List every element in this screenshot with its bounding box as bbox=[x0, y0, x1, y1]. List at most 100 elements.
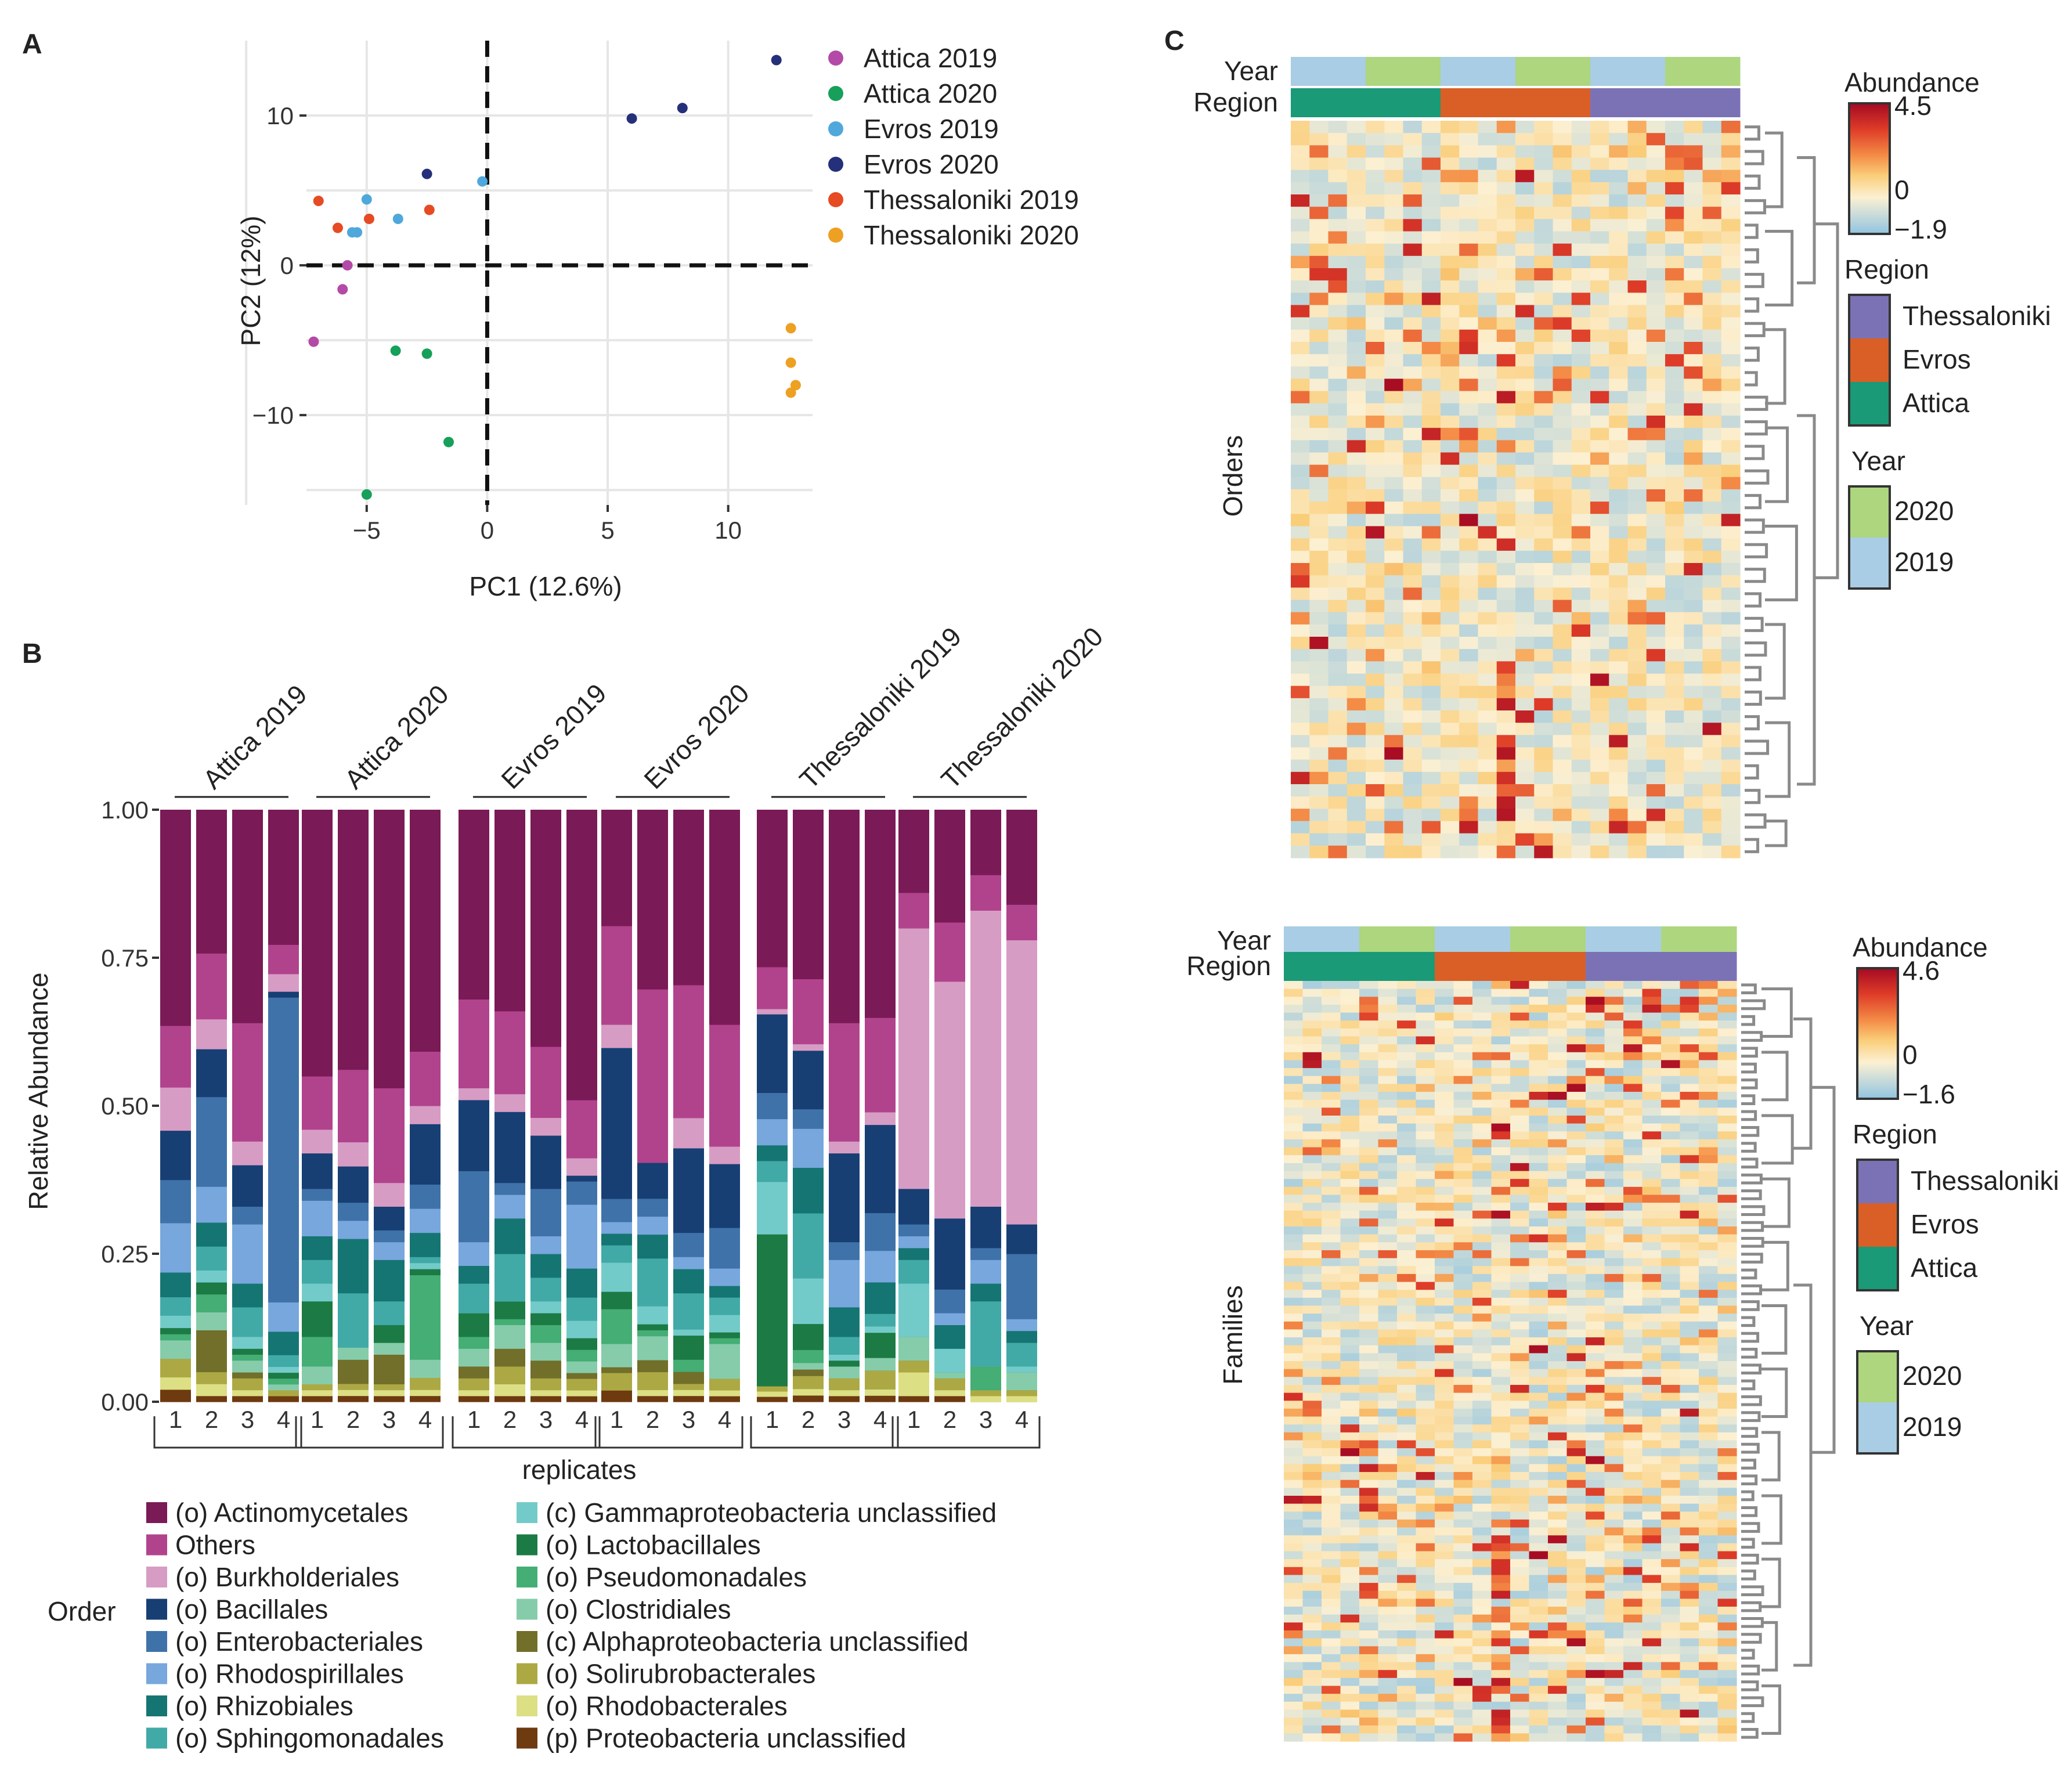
bar-segment bbox=[338, 1390, 369, 1397]
heatmap-cell bbox=[1378, 1709, 1398, 1718]
heatmap-cell bbox=[1510, 1701, 1530, 1711]
heatmap-cell bbox=[1302, 1250, 1322, 1259]
heatmap-cell bbox=[1548, 988, 1568, 997]
bar-segment bbox=[637, 1306, 668, 1325]
heatmap-cell bbox=[1553, 759, 1572, 773]
heatmap-cell bbox=[1397, 1519, 1417, 1528]
heatmap-cell bbox=[1661, 1677, 1681, 1687]
bar-segment bbox=[530, 1390, 561, 1397]
heatmap-cell bbox=[1534, 293, 1554, 306]
year-annotation-cell bbox=[1661, 926, 1737, 955]
heatmap-cell bbox=[1680, 1226, 1699, 1235]
heatmap-cell bbox=[1284, 1290, 1304, 1298]
heatmap-cell bbox=[1699, 1464, 1719, 1473]
region-legend-border bbox=[1848, 294, 1891, 427]
heatmap-cell bbox=[1309, 833, 1329, 846]
heatmap-cell bbox=[1586, 1195, 1605, 1203]
heatmap-cell bbox=[1378, 1282, 1398, 1290]
heatmap-cell bbox=[1328, 550, 1348, 564]
heatmap-cell bbox=[1309, 354, 1329, 367]
heatmap-cell bbox=[1359, 1361, 1379, 1370]
replicate-label: 2 bbox=[205, 1406, 218, 1433]
heatmap-cell bbox=[1491, 1519, 1511, 1528]
heatmap-cell bbox=[1665, 612, 1684, 625]
heatmap-cell bbox=[1642, 1179, 1662, 1188]
heatmap-cell bbox=[1496, 133, 1516, 146]
heatmap-cell bbox=[1397, 1590, 1417, 1599]
heatmap-cell bbox=[1529, 1036, 1548, 1045]
bar-segment bbox=[302, 1384, 333, 1391]
heatmap-cell bbox=[1590, 207, 1609, 219]
heatmap-cell bbox=[1491, 1401, 1511, 1409]
heatmap-cell bbox=[1642, 1242, 1662, 1251]
heatmap-cell bbox=[1309, 255, 1329, 269]
heatmap-cell bbox=[1366, 255, 1385, 269]
heatmap-cell bbox=[1627, 796, 1647, 809]
heatmap-cell bbox=[1478, 354, 1497, 367]
heatmap-cell bbox=[1359, 1297, 1379, 1307]
heatmap-cell bbox=[1453, 1131, 1473, 1140]
heatmap-cell bbox=[1529, 1305, 1548, 1314]
heatmap-cell bbox=[1403, 243, 1423, 257]
heatmap-cell bbox=[1397, 1677, 1417, 1687]
heatmap-cell bbox=[1661, 1638, 1681, 1647]
heatmap-cell bbox=[1359, 1551, 1379, 1560]
heatmap-cell bbox=[1302, 1607, 1322, 1615]
heatmap-cell bbox=[1491, 1076, 1511, 1084]
heatmap-cell bbox=[1384, 624, 1404, 637]
heatmap-cell bbox=[1309, 821, 1329, 834]
heatmap-cell bbox=[1496, 489, 1516, 502]
heatmap-cell bbox=[1609, 685, 1629, 699]
bar-segment bbox=[829, 1336, 860, 1355]
heatmap-cell bbox=[1548, 1567, 1568, 1576]
heatmap-cell bbox=[1403, 735, 1423, 748]
heatmap-cell bbox=[1680, 1218, 1699, 1227]
heatmap-cell bbox=[1680, 1377, 1699, 1385]
heatmap-cell bbox=[1453, 1155, 1473, 1164]
heatmap-cell bbox=[1586, 981, 1605, 990]
heatmap-cell bbox=[1435, 1590, 1454, 1599]
heatmap-cell bbox=[1623, 1725, 1643, 1734]
heatmap-cell bbox=[1680, 1432, 1699, 1441]
heatmap-cell bbox=[1347, 526, 1366, 539]
bar-segment bbox=[530, 1135, 561, 1189]
heatmap-cell bbox=[1586, 1495, 1605, 1504]
year-legend-swatch bbox=[1849, 537, 1890, 589]
region-legend-border bbox=[1856, 1159, 1899, 1291]
heatmap-cell bbox=[1548, 1718, 1568, 1726]
heatmap-cell bbox=[1441, 673, 1460, 687]
heatmap-cell bbox=[1586, 1266, 1605, 1275]
heatmap-cell bbox=[1623, 1559, 1643, 1568]
heatmap-cell bbox=[1548, 1725, 1568, 1734]
heatmap-cell bbox=[1566, 1535, 1586, 1544]
heatmap-cell bbox=[1642, 981, 1662, 990]
heatmap-cell bbox=[1609, 378, 1629, 392]
heatmap-cell bbox=[1665, 366, 1684, 380]
heatmap-cell bbox=[1359, 1195, 1379, 1203]
bar-y-tick-label: 0.75 bbox=[101, 944, 149, 972]
pca-point bbox=[392, 214, 403, 225]
heatmap-cell bbox=[1397, 1408, 1417, 1417]
heatmap-cell bbox=[1586, 1139, 1605, 1148]
heatmap-cell bbox=[1478, 809, 1497, 822]
heatmap-cell bbox=[1515, 489, 1535, 502]
heatmap-cell bbox=[1661, 1424, 1681, 1433]
heatmap-cell bbox=[1604, 1495, 1624, 1504]
heatmap-cell bbox=[1534, 219, 1554, 232]
heatmap-cell bbox=[1435, 1123, 1454, 1132]
heatmap-cell bbox=[1566, 1464, 1586, 1473]
heatmap-cell bbox=[1590, 293, 1609, 306]
heatmap-cell bbox=[1721, 317, 1741, 330]
heatmap-cell bbox=[1665, 661, 1684, 674]
heatmap-cell bbox=[1478, 723, 1497, 735]
heatmap-cell bbox=[1384, 207, 1404, 219]
heatmap-cell bbox=[1328, 416, 1348, 428]
heatmap-cell bbox=[1680, 1329, 1699, 1338]
heatmap-cell bbox=[1553, 378, 1572, 392]
heatmap-cell bbox=[1604, 1384, 1624, 1394]
heatmap-cell bbox=[1604, 1583, 1624, 1592]
heatmap-cell bbox=[1680, 1131, 1699, 1140]
heatmap-cell bbox=[1322, 1139, 1341, 1148]
heatmap-cell bbox=[1435, 1353, 1454, 1362]
heatmap-cell bbox=[1702, 698, 1722, 711]
